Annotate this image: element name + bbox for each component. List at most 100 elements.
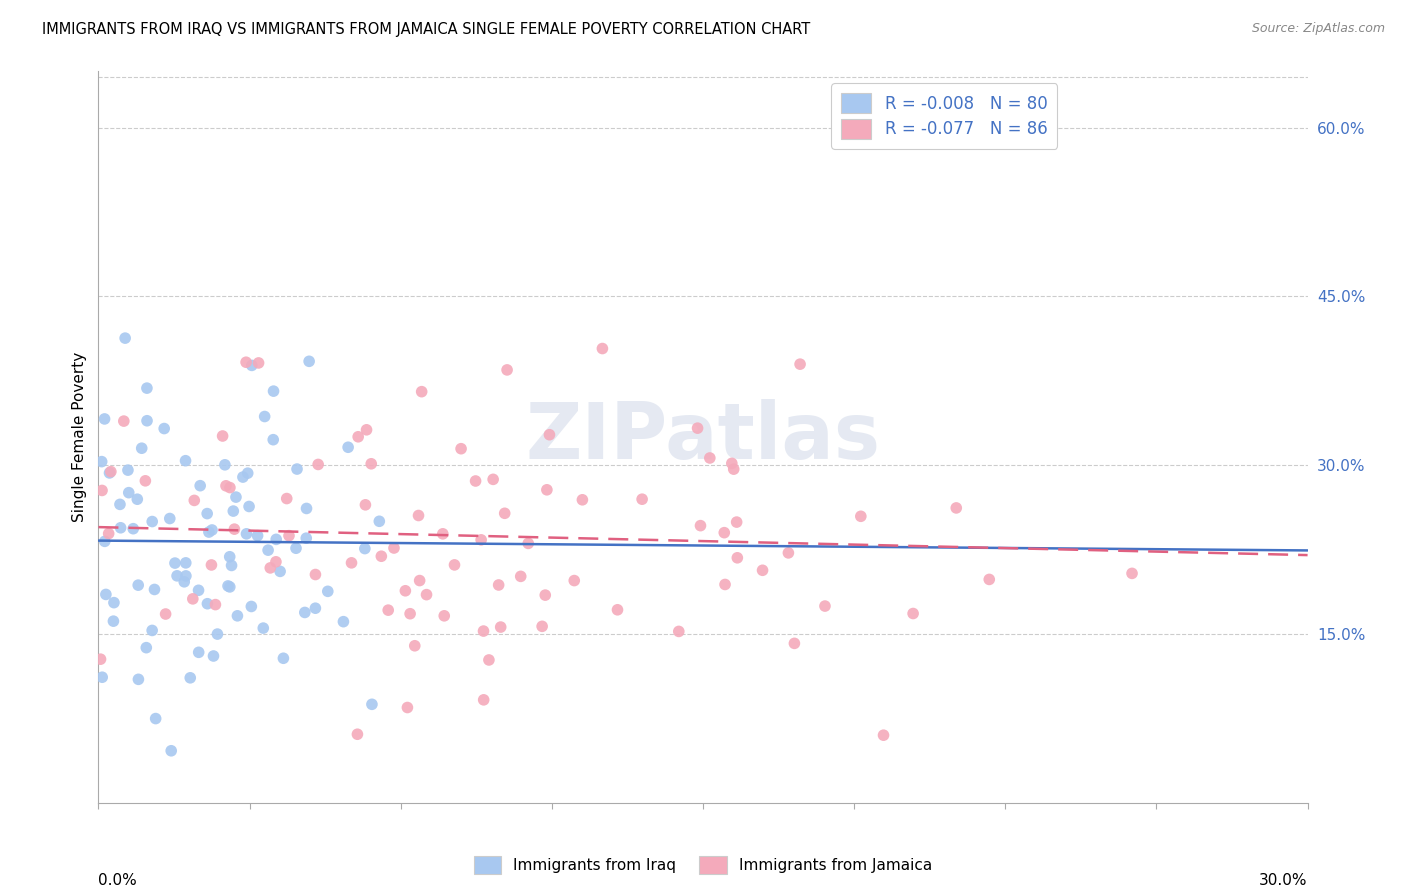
Point (408, 574, 430, 588)
Point (225, 490, 247, 504)
Point (179, 671, 201, 685)
Point (814, 599, 837, 613)
Text: Source: ZipAtlas.com: Source: ZipAtlas.com (1251, 22, 1385, 36)
Point (778, 546, 800, 560)
Point (122, 522, 145, 536)
Point (204, 598, 226, 612)
Point (382, 541, 405, 555)
Point (304, 601, 326, 615)
Point (606, 603, 628, 617)
Point (408, 508, 430, 523)
Point (482, 472, 505, 486)
Point (699, 450, 721, 465)
Point (252, 621, 274, 635)
Point (240, 359, 263, 373)
Point (215, 479, 238, 493)
Point (211, 429, 233, 443)
Point (247, 356, 270, 370)
Point (356, 423, 378, 437)
Point (538, 427, 561, 442)
Point (181, 591, 204, 606)
Point (470, 533, 492, 547)
Point (354, 498, 377, 512)
Point (173, 574, 195, 589)
Point (404, 639, 426, 653)
Point (316, 584, 339, 599)
Point (368, 514, 391, 528)
Point (264, 555, 287, 569)
Point (195, 507, 218, 521)
Point (253, 409, 276, 424)
Point (224, 522, 246, 536)
Point (377, 603, 399, 617)
Legend: R = -0.008   N = 80, R = -0.077   N = 86: R = -0.008 N = 80, R = -0.077 N = 86 (831, 83, 1057, 148)
Point (979, 573, 1001, 587)
Point (135, 640, 157, 655)
Point (276, 491, 298, 506)
Point (571, 492, 593, 507)
Point (135, 381, 157, 395)
Point (159, 511, 181, 525)
Text: 30.0%: 30.0% (1260, 872, 1308, 888)
Point (411, 384, 433, 399)
Point (218, 549, 240, 564)
Point (90, 455, 112, 469)
Point (240, 599, 263, 614)
Point (197, 597, 219, 611)
Point (273, 651, 295, 665)
Point (174, 569, 197, 583)
Point (235, 526, 257, 541)
Point (236, 466, 259, 480)
Point (901, 607, 924, 621)
Y-axis label: Single Female Poverty: Single Female Poverty (72, 352, 87, 522)
Point (136, 414, 159, 428)
Point (90, 652, 112, 666)
Point (347, 430, 370, 444)
Point (562, 574, 585, 588)
Point (98, 466, 121, 480)
Point (713, 525, 735, 540)
Point (332, 615, 354, 629)
Point (93, 534, 115, 549)
Point (153, 421, 176, 435)
Point (235, 355, 257, 369)
Text: IMMIGRANTS FROM IRAQ VS IMMIGRANTS FROM JAMAICA SINGLE FEMALE POVERTY CORRELATIO: IMMIGRANTS FROM IRAQ VS IMMIGRANTS FROM … (42, 22, 810, 37)
Point (207, 627, 229, 641)
Point (187, 645, 209, 659)
Point (222, 504, 245, 518)
Point (93, 412, 115, 426)
Point (450, 442, 472, 456)
Point (789, 357, 811, 371)
Point (200, 558, 222, 572)
Point (725, 550, 748, 565)
Point (278, 529, 301, 543)
Point (945, 500, 967, 515)
Point (112, 414, 135, 428)
Point (264, 533, 287, 547)
Point (285, 541, 308, 556)
Point (110, 521, 132, 535)
Point (353, 541, 375, 556)
Point (263, 384, 285, 398)
Point (127, 492, 149, 507)
Point (689, 518, 711, 533)
Point (127, 578, 149, 592)
Point (783, 636, 806, 650)
Point (432, 526, 454, 541)
Point (163, 556, 186, 570)
Point (143, 582, 166, 597)
Point (226, 608, 249, 623)
Point (725, 515, 748, 529)
Point (489, 620, 512, 634)
Point (472, 624, 495, 638)
Point (134, 474, 156, 488)
Point (174, 556, 197, 570)
Point (591, 342, 613, 356)
Point (160, 744, 183, 758)
Point (360, 457, 382, 471)
Point (183, 493, 205, 508)
Point (145, 712, 167, 726)
Point (295, 501, 318, 516)
Point (478, 653, 501, 667)
Point (118, 485, 141, 500)
